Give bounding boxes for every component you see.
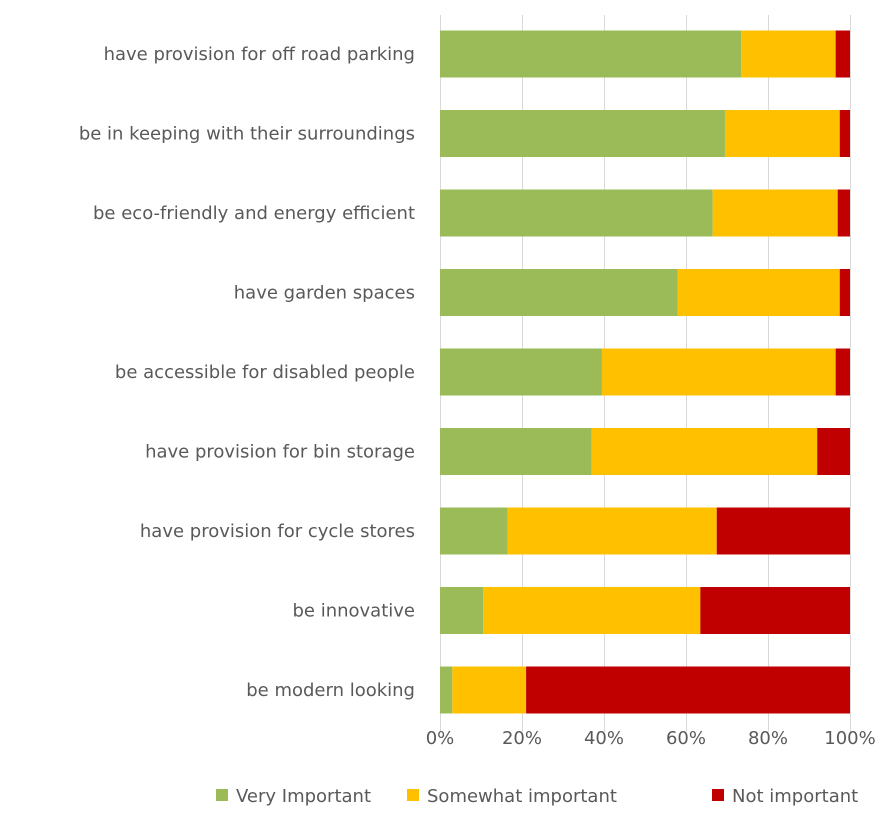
- legend: Very Important Somewhat important Not impo…: [216, 786, 858, 807]
- bar-segment-0-0: [440, 30, 742, 78]
- x-tick-label-5: 100%: [824, 728, 875, 749]
- legend-swatch-1: [407, 789, 419, 801]
- legend-swatch-0: [216, 789, 228, 801]
- bar-segment-3-1: [677, 269, 840, 316]
- category-label-8: be modern looking: [246, 680, 415, 701]
- bar-segment-2-0: [440, 189, 713, 237]
- bar-segment-1-1: [724, 110, 840, 157]
- bar-segment-4-1: [601, 348, 836, 396]
- bar-segment-4-0: [440, 348, 602, 396]
- x-tick-label-4: 80%: [748, 728, 788, 749]
- bar-segment-6-1: [507, 507, 717, 555]
- bar-segment-8-2: [526, 666, 850, 714]
- x-axis-ticks: 0% 20% 40% 60% 80% 100%: [426, 728, 876, 749]
- bar-segment-0-1: [741, 30, 836, 78]
- category-label-5: have provision for bin storage: [145, 442, 415, 463]
- category-label-6: have provision for cycle stores: [140, 521, 415, 542]
- bar-segment-6-2: [716, 507, 850, 555]
- category-label-2: be eco-friendly and energy efficient: [93, 203, 415, 224]
- bar-segment-3-2: [839, 269, 850, 316]
- legend-swatch-2: [712, 789, 724, 801]
- bar-segment-5-2: [817, 428, 850, 475]
- bar-segment-7-2: [700, 587, 850, 634]
- bar-segment-1-2: [839, 110, 850, 157]
- bar-segment-3-0: [440, 269, 678, 316]
- category-label-3: have garden spaces: [234, 283, 415, 304]
- legend-label-0: Very Important: [236, 786, 371, 807]
- bar-segment-8-0: [440, 666, 453, 714]
- legend-label-2: Not important: [732, 786, 858, 807]
- x-tick-label-2: 40%: [584, 728, 624, 749]
- x-tick-label-1: 20%: [502, 728, 542, 749]
- category-label-7: be innovative: [292, 601, 415, 622]
- bar-segment-5-0: [440, 428, 592, 475]
- bar-segment-1-0: [440, 110, 725, 157]
- bar-segment-8-1: [452, 666, 527, 714]
- bar-segment-0-2: [835, 30, 850, 78]
- category-label-0: have provision for off road parking: [104, 44, 415, 65]
- bar-segment-2-1: [712, 189, 838, 237]
- category-label-4: be accessible for disabled people: [115, 362, 415, 383]
- legend-label-1: Somewhat important: [427, 786, 617, 807]
- x-tick-label-0: 0%: [426, 728, 455, 749]
- category-label-1: be in keeping with their surroundings: [79, 124, 415, 145]
- bar-segment-7-0: [440, 587, 484, 634]
- bars: [440, 30, 850, 714]
- x-tick-label-3: 60%: [666, 728, 706, 749]
- bar-segment-4-2: [835, 348, 850, 396]
- bar-segment-6-0: [440, 507, 508, 555]
- category-labels: have provision for off road parking be in…: [79, 44, 415, 701]
- bar-segment-5-1: [591, 428, 818, 475]
- bar-segment-2-2: [837, 189, 850, 237]
- bar-segment-7-1: [483, 587, 701, 634]
